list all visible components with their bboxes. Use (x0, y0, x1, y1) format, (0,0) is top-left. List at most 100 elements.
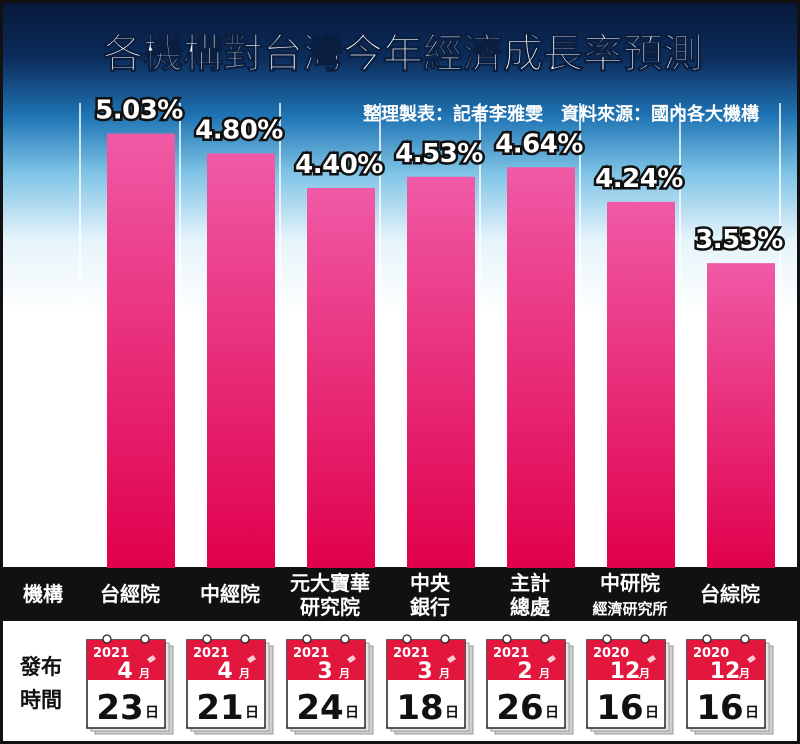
calendar-day: 26 (496, 688, 543, 728)
calendar-day: 24 (296, 688, 343, 728)
institution-row-band (3, 568, 797, 620)
calendar-month-unit: 月 (338, 667, 350, 680)
bars-group (107, 133, 775, 569)
value-label: 4.80% (195, 115, 283, 145)
calendar-ring (402, 634, 412, 644)
calendar-ring (102, 634, 112, 644)
calendar-year: 2021 (493, 646, 529, 661)
value-label: 4.53% (395, 139, 483, 169)
calendar-tear-icon (247, 655, 256, 663)
bar (107, 133, 175, 568)
calendar-ring (240, 634, 250, 644)
value-label: 5.03% (95, 96, 183, 126)
calendar-day-unit: 日 (745, 705, 759, 721)
institution-label-line2: 總處 (510, 595, 550, 619)
calendar-day: 18 (396, 688, 443, 728)
institution-label-line1: 主計 (510, 571, 550, 595)
institution-label: 台經院 (100, 582, 160, 606)
release-row-header-line2: 時間 (20, 688, 62, 712)
calendar-month-unit: 月 (638, 667, 650, 680)
value-label: 4.40% (295, 150, 383, 180)
institution-label-line1: 中研院 (600, 571, 660, 595)
value-label: 4.24% (595, 164, 683, 194)
calendar-year: 2021 (293, 646, 329, 661)
calendar-month-unit: 月 (138, 667, 150, 680)
institution-row-header: 機構 (23, 582, 63, 606)
value-label: 3.53% (695, 225, 783, 255)
value-labels-group: 5.03% 4.80% 4.40% 4.53% 4.64% 4.24% 3.53% (93, 93, 787, 258)
calendar-day-unit: 日 (645, 705, 659, 721)
release-row-header-line1: 發布 (19, 655, 62, 679)
calendar-year: 2021 (193, 646, 229, 661)
calendar-ring (602, 634, 612, 644)
calendar-month: 2 (517, 659, 532, 684)
calendar-ring (702, 634, 712, 644)
calendar-month: 3 (417, 659, 432, 684)
bar (407, 176, 475, 569)
calendar-tear-icon (547, 655, 556, 663)
source-credit: 整理製表：記者李雅雯 資料來源：國內各大機構 (362, 103, 759, 125)
calendar-ring (140, 634, 150, 644)
institution-label-line2: 銀行 (410, 595, 450, 619)
forecast-bar-chart: 各機構對台灣今年經濟成長率預測 整理製表：記者李雅雯 資料來源：國內各大機構 5… (3, 3, 797, 741)
calendar-month: 12 (610, 659, 641, 684)
calendar-day-unit: 日 (245, 705, 259, 721)
calendar-day-unit: 日 (145, 705, 159, 721)
chart-title: 各機構對台灣今年經濟成長率預測 (103, 31, 703, 77)
calendar-day: 23 (96, 688, 143, 728)
calendar-tear-icon (147, 655, 156, 663)
calendar-month: 4 (117, 659, 132, 684)
calendar-tear-icon (447, 655, 456, 663)
calendar-day-unit: 日 (345, 705, 359, 721)
calendar-year: 2020 (593, 646, 629, 661)
value-label: 4.64% (495, 129, 583, 159)
calendar-month-unit: 月 (238, 667, 250, 680)
calendar-day-unit: 日 (445, 705, 459, 721)
calendar-tear-icon (747, 655, 756, 663)
bar (707, 263, 775, 568)
calendar-day: 21 (196, 688, 243, 728)
bar (507, 167, 575, 569)
calendar-year: 2021 (93, 646, 129, 661)
bar (607, 201, 675, 568)
calendar-day: 16 (596, 688, 643, 728)
calendar-month-unit: 月 (438, 667, 450, 680)
calendar-ring (440, 634, 450, 644)
calendar-year: 2021 (393, 646, 429, 661)
calendar-ring (502, 634, 512, 644)
institution-label-line1: 中央 (410, 571, 451, 595)
calendar-tear-icon (347, 655, 356, 663)
institution-label-line1: 元大寶華 (290, 571, 370, 595)
calendar-ring (640, 634, 650, 644)
institution-label: 中經院 (200, 582, 260, 606)
calendar-month: 4 (217, 659, 232, 684)
calendar-month-unit: 月 (538, 667, 550, 680)
calendar-day-unit: 日 (545, 705, 559, 721)
calendar-ring (540, 634, 550, 644)
calendar-month-unit: 月 (738, 667, 750, 680)
calendar-month: 12 (710, 659, 741, 684)
calendar-tear-icon (647, 655, 656, 663)
institution-label-line2: 研究院 (300, 595, 360, 619)
calendar-ring (740, 634, 750, 644)
calendar-ring (340, 634, 350, 644)
calendar-month: 3 (317, 659, 332, 684)
calendar-ring (302, 634, 312, 644)
calendar-day: 16 (696, 688, 743, 728)
bar (307, 188, 375, 568)
calendar-ring (202, 634, 212, 644)
institution-label: 台綜院 (700, 582, 760, 606)
calendar-year: 2020 (693, 646, 729, 661)
bar (207, 153, 275, 569)
institution-label-line2: 經濟研究所 (592, 600, 667, 618)
